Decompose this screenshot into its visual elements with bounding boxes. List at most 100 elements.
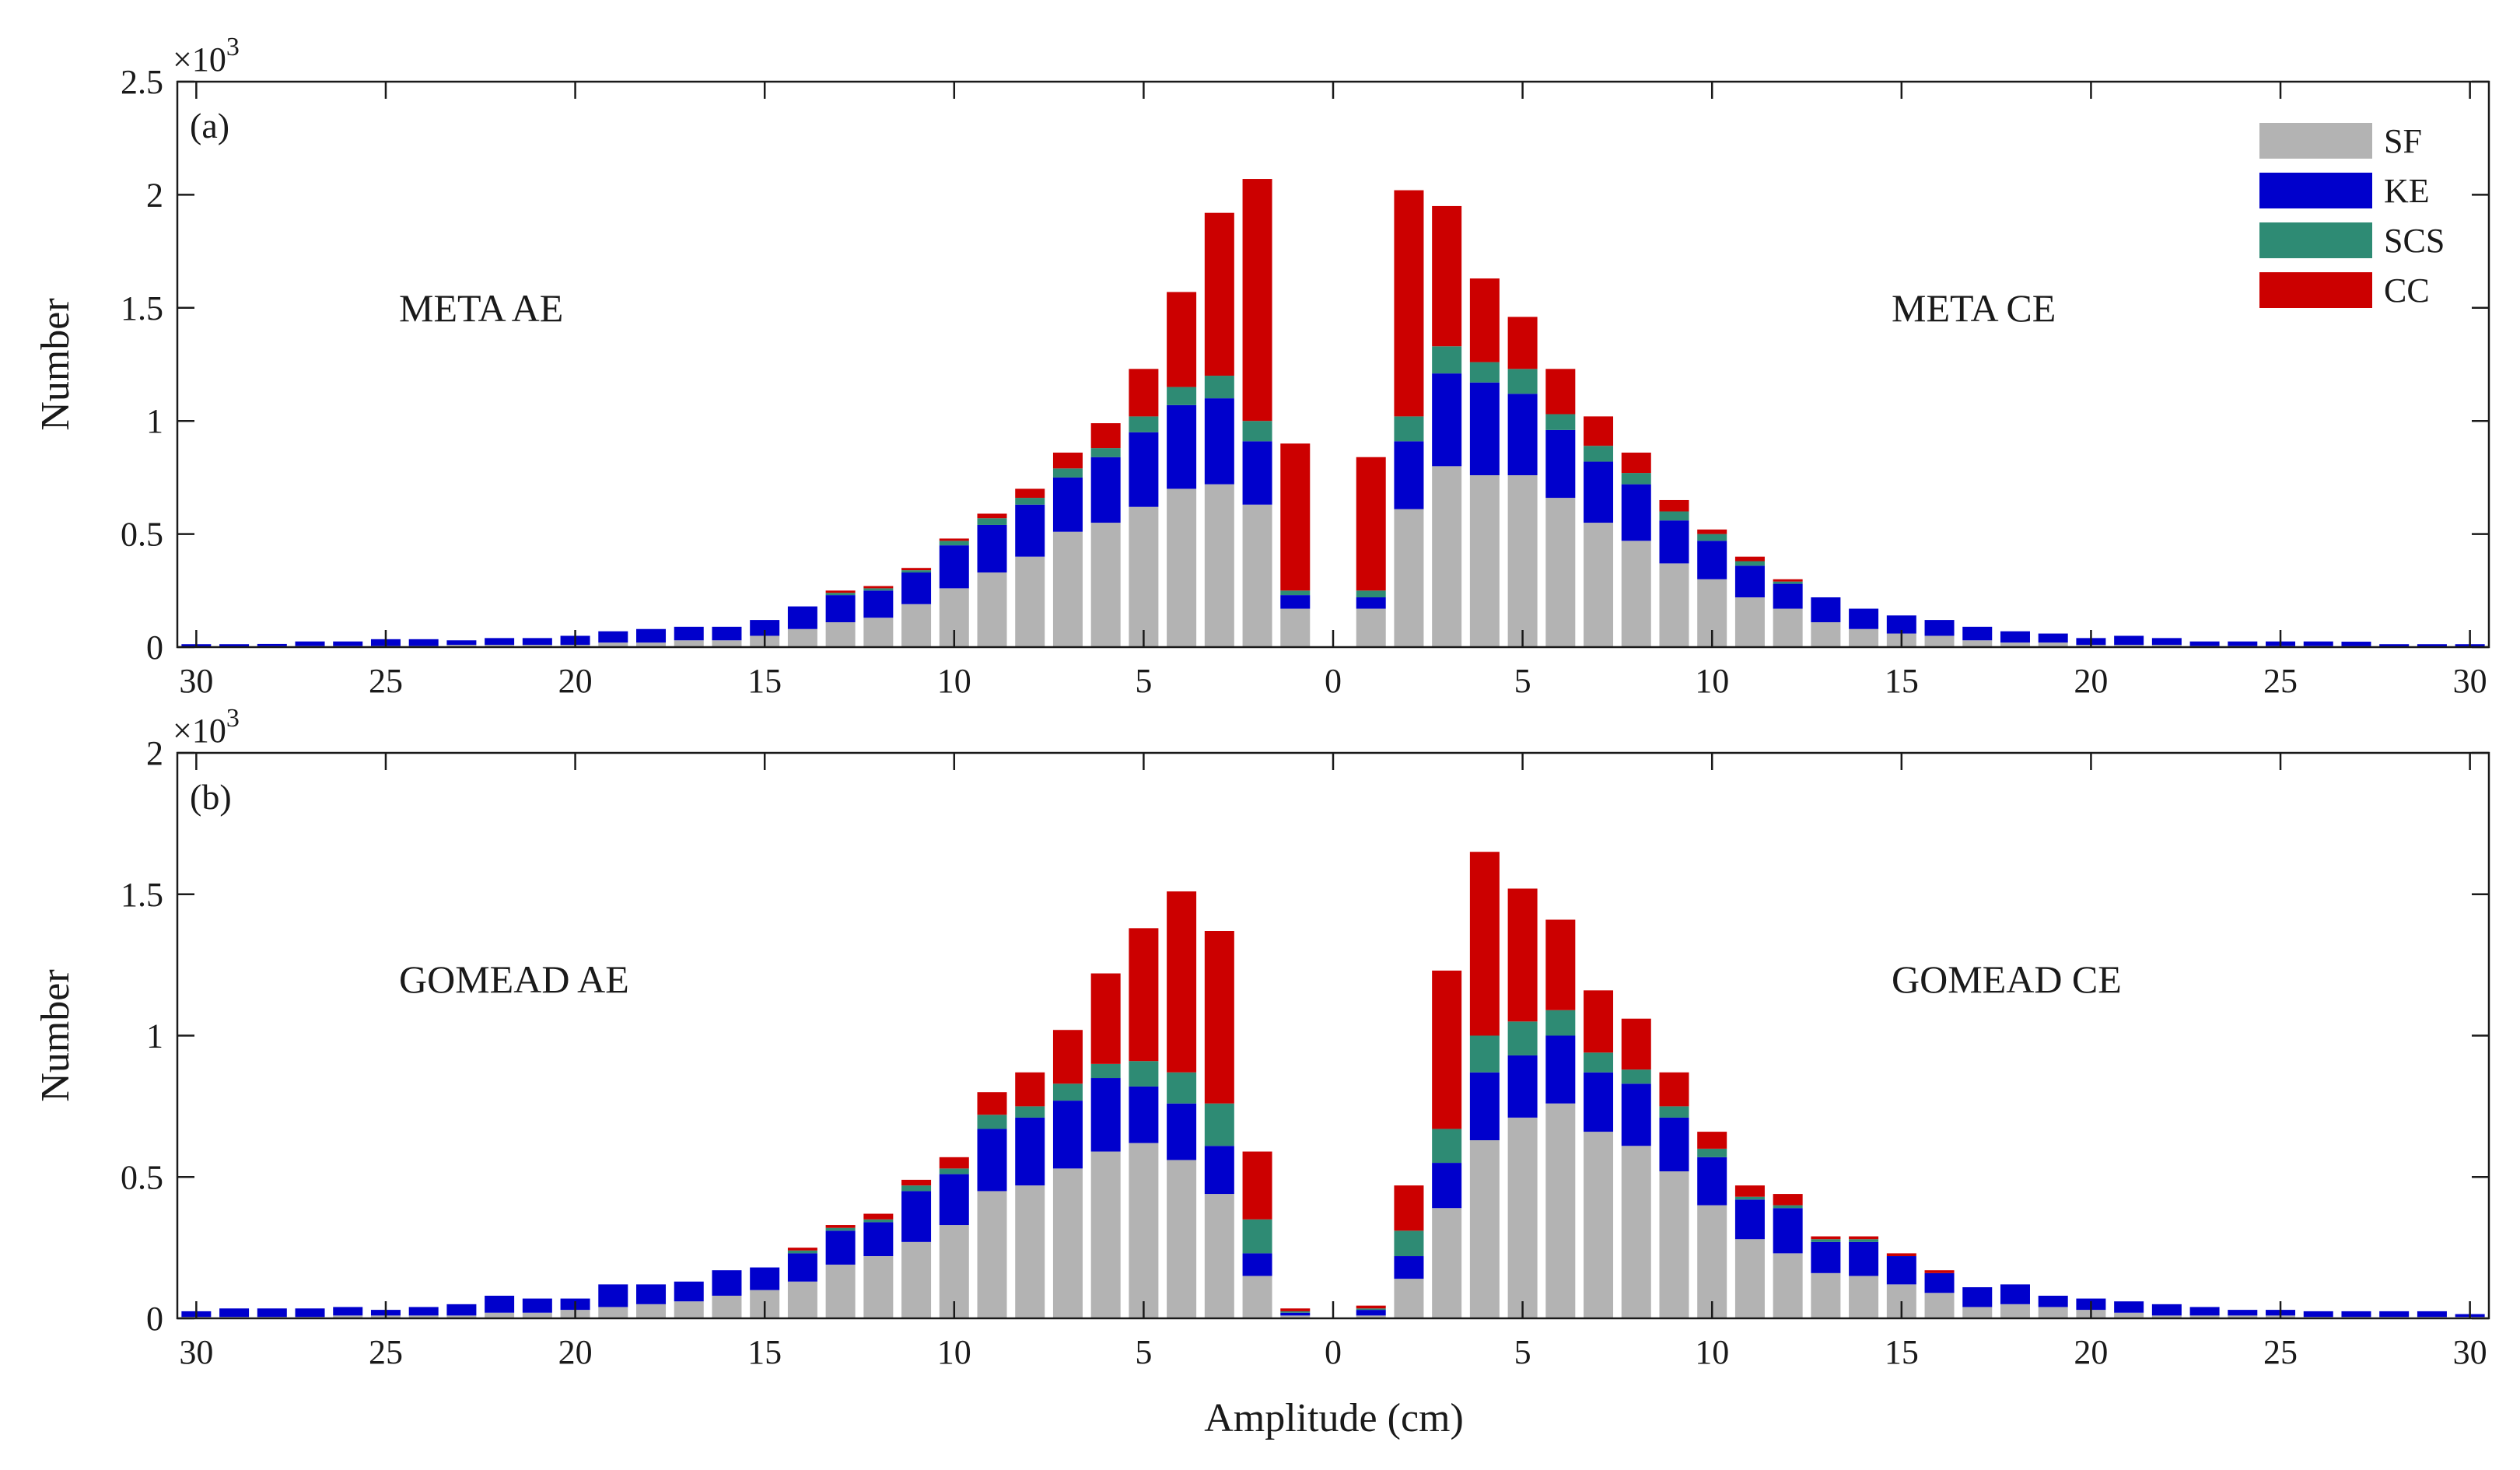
bar-ae-sf-17 — [674, 640, 704, 647]
x-tick-label: 25 — [369, 1333, 403, 1371]
bar-ce-ke-18 — [2000, 1284, 2030, 1304]
bar-ce-sf-2 — [1394, 1279, 1424, 1318]
bar-ce-ke-26 — [2303, 1311, 2333, 1318]
bar-ce-sf-21 — [2114, 1312, 2144, 1318]
x-tick-label: 20 — [558, 1333, 593, 1371]
bar-ce-sf-11 — [1734, 1239, 1765, 1318]
bar-ae-ke-8 — [1015, 1117, 1045, 1186]
bar-ce-sf-13 — [1811, 1272, 1841, 1318]
x-tick-label: 25 — [2263, 1333, 2298, 1371]
bar-ce-ke-10 — [1697, 1157, 1727, 1206]
bar-ae-sf-6 — [1090, 523, 1121, 647]
y-tick-label: 1 — [146, 402, 163, 440]
bar-ae-sf-18 — [636, 642, 667, 647]
bar-ae-ke-14 — [787, 606, 817, 629]
bar-ce-ke-4 — [1469, 382, 1500, 475]
bar-ce-cc-4 — [1469, 852, 1500, 1036]
bar-ae-cc-5 — [1129, 928, 1159, 1062]
panel-b: 0 0.5 1 1.5 2 30 25 20 15 10 5 0 5 10 15 20 25 30 ×103 Numb… — [33, 704, 2490, 1371]
bar-ae-cc-2 — [1242, 179, 1272, 422]
x-axis-label: Amplitude (cm) — [1204, 1396, 1464, 1440]
x-tick-label: 30 — [2453, 1333, 2487, 1371]
bar-ce-cc-1 — [1356, 457, 1386, 591]
bar-ce-cc-4 — [1469, 278, 1500, 362]
bar-ce-scs-10 — [1697, 1148, 1727, 1157]
bar-ae-ke-27 — [295, 641, 325, 646]
bar-ae-cc-4 — [1167, 292, 1197, 387]
bar-ce-ke-13 — [1811, 597, 1841, 623]
bar-ce-sf-4 — [1469, 474, 1500, 647]
bar-ae-sf-22 — [485, 645, 515, 647]
bar-ae-sf-4 — [1167, 1160, 1197, 1318]
bar-ce-ke-29 — [2417, 1311, 2447, 1318]
bar-ae-scs-6 — [1090, 1063, 1121, 1079]
bar-ae-ke-10 — [939, 545, 969, 589]
bar-ae-ke-18 — [636, 628, 667, 643]
y-tick-label: 1 — [146, 1017, 163, 1055]
bar-ae-ke-14 — [787, 1253, 817, 1282]
bar-ae-ke-13 — [825, 1230, 856, 1265]
bar-ae-ke-3 — [1204, 398, 1234, 485]
bar-ae-ke-19 — [598, 631, 628, 643]
bar-ce-ke-9 — [1659, 520, 1689, 564]
bar-ce-ke-24 — [2228, 1310, 2258, 1316]
bar-ae-ke-15 — [750, 1267, 780, 1290]
bar-ae-scs-8 — [1015, 1106, 1045, 1118]
bar-ae-ke-29 — [219, 644, 250, 647]
bar-ce-sf-14 — [1849, 628, 1879, 647]
bar-ce-sf-6 — [1545, 498, 1576, 647]
bar-ae-sf-7 — [1052, 531, 1083, 647]
bar-ce-scs-3 — [1432, 346, 1462, 374]
bar-ce-cc-7 — [1584, 416, 1614, 446]
x-tick-label: 5 — [1135, 1333, 1152, 1371]
x-tick-label: 15 — [747, 1333, 782, 1371]
bar-ae-cc-6 — [1090, 973, 1121, 1064]
bar-ce-scs-6 — [1545, 414, 1576, 430]
bar-ae-cc-3 — [1204, 212, 1234, 376]
bar-ce-ke-13 — [1811, 1241, 1841, 1273]
bar-ce-scs-14 — [1849, 1239, 1879, 1242]
bar-ce-cc-8 — [1621, 452, 1651, 474]
bar-ae-ke-5 — [1129, 1086, 1159, 1143]
bar-ce-ke-9 — [1659, 1117, 1689, 1171]
bar-ae-ke-9 — [977, 1129, 1007, 1192]
bar-ae-ke-21 — [522, 1298, 552, 1313]
x-tick-label: 15 — [1885, 662, 1919, 700]
legend-swatch-ke — [2259, 173, 2372, 208]
bar-ce-scs-4 — [1469, 1035, 1500, 1073]
bar-ae-sf-5 — [1129, 1143, 1159, 1318]
bar-ce-sf-11 — [1734, 597, 1765, 647]
bar-ae-ke-23 — [446, 1304, 477, 1316]
bar-ce-sf-1 — [1356, 1315, 1386, 1318]
bar-ae-scs-3 — [1204, 376, 1234, 399]
x-tick-label: 10 — [937, 662, 971, 700]
bar-ae-ke-8 — [1015, 504, 1045, 557]
bar-ae-scs-9 — [977, 518, 1007, 525]
y-tick-label: 1.5 — [121, 876, 163, 914]
x-tick-label: 10 — [937, 1333, 971, 1371]
legend-label-ke: KE — [2384, 172, 2430, 210]
y-tick-label: 2 — [146, 734, 163, 772]
bar-ae-sf-5 — [1129, 506, 1159, 647]
bar-ae-sf-19 — [598, 1307, 628, 1318]
bar-ae-ke-4 — [1167, 1103, 1197, 1160]
bar-ce-ke-11 — [1734, 1199, 1765, 1240]
bar-ce-cc-1 — [1356, 1305, 1386, 1309]
bar-ae-cc-14 — [787, 1248, 817, 1251]
bar-ae-scs-7 — [1052, 1083, 1083, 1101]
bar-ce-ke-27 — [2341, 642, 2371, 646]
bar-ae-scs-13 — [825, 1227, 856, 1231]
bar-ce-scs-9 — [1659, 1106, 1689, 1118]
bar-ae-sf-8 — [1015, 556, 1045, 647]
bar-ae-ke-9 — [977, 524, 1007, 573]
bar-ae-ke-15 — [750, 620, 780, 636]
bar-ce-scs-10 — [1697, 534, 1727, 541]
bar-ae-scs-11 — [901, 1185, 932, 1192]
bar-ae-ke-7 — [1052, 1101, 1083, 1169]
x-tick-label: 5 — [1514, 1333, 1531, 1371]
bar-ae-ke-16 — [712, 626, 742, 641]
bar-ae-cc-3 — [1204, 931, 1234, 1104]
bar-ce-ke-12 — [1773, 583, 1803, 609]
x-tick-label: 25 — [369, 662, 403, 700]
panel-label: (b) — [190, 777, 232, 817]
